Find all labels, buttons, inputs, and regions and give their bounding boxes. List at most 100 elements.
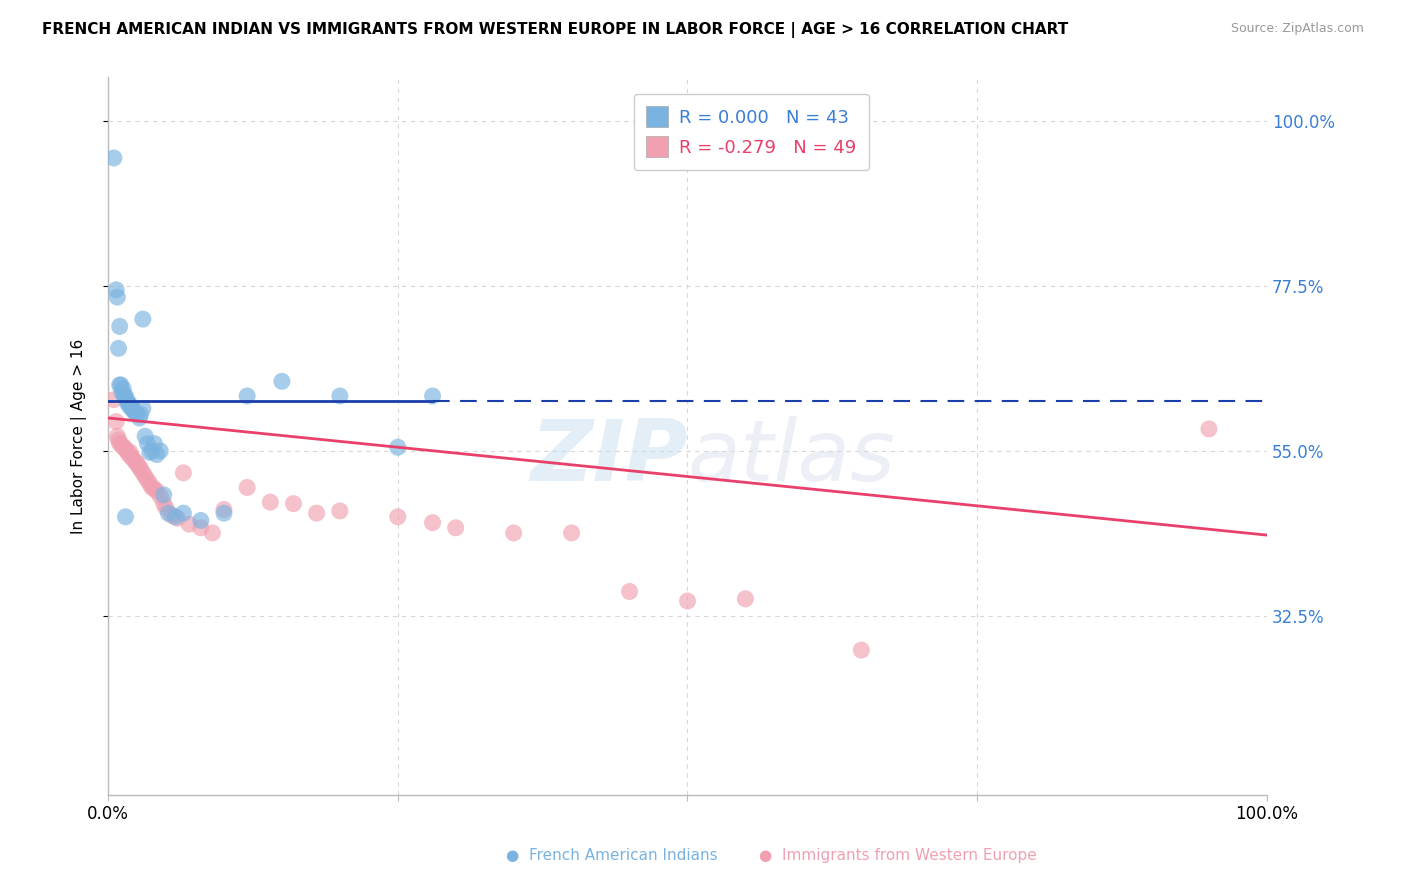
Point [105, 290, 128, 304]
Point [129, 462, 152, 476]
Point [108, 436, 131, 450]
Point [212, 506, 235, 520]
Point [122, 403, 145, 417]
Point [619, 584, 641, 599]
Point [139, 445, 162, 459]
Point [120, 450, 142, 464]
Point [111, 438, 134, 452]
Point [105, 283, 128, 297]
Point [120, 400, 142, 414]
Point [157, 506, 180, 520]
Point [128, 411, 150, 425]
Point [114, 389, 136, 403]
Point [152, 488, 174, 502]
Point [172, 506, 194, 520]
Point [236, 389, 259, 403]
Point [155, 501, 177, 516]
Y-axis label: In Labor Force | Age > 16: In Labor Force | Age > 16 [72, 339, 87, 534]
Point [561, 525, 583, 540]
Point [329, 504, 352, 518]
Point [149, 489, 172, 503]
Point [121, 401, 143, 416]
Point [190, 521, 212, 535]
Point [160, 508, 183, 523]
Point [270, 375, 292, 389]
Point [422, 516, 444, 530]
Point [111, 385, 134, 400]
Point [124, 405, 146, 419]
Point [851, 643, 873, 657]
Point [129, 407, 152, 421]
Point [165, 509, 187, 524]
Point [145, 448, 167, 462]
Point [110, 378, 132, 392]
Point [676, 594, 699, 608]
Point [115, 443, 138, 458]
Point [125, 455, 148, 469]
Point [108, 378, 131, 392]
Point [179, 517, 201, 532]
Point [141, 481, 163, 495]
Point [1198, 422, 1220, 436]
Point [125, 407, 148, 421]
Point [502, 525, 524, 540]
Point [143, 482, 166, 496]
Point [122, 452, 145, 467]
Point [132, 466, 155, 480]
Point [112, 382, 135, 396]
Point [236, 481, 259, 495]
Point [141, 443, 163, 458]
Point [387, 440, 409, 454]
Point [118, 396, 141, 410]
Point [120, 445, 142, 459]
Point [132, 312, 155, 326]
Point [152, 497, 174, 511]
Point [145, 484, 167, 499]
Point [128, 460, 150, 475]
Point [103, 392, 125, 407]
Point [444, 521, 467, 535]
Point [107, 433, 129, 447]
Point [190, 513, 212, 527]
Point [125, 457, 148, 471]
Point [136, 436, 159, 450]
Legend: R = 0.000   N = 43, R = -0.279   N = 49: R = 0.000 N = 43, R = -0.279 N = 49 [634, 94, 869, 169]
Point [172, 466, 194, 480]
Point [114, 509, 136, 524]
Point [132, 401, 155, 416]
Point [117, 396, 139, 410]
Text: Source: ZipAtlas.com: Source: ZipAtlas.com [1230, 22, 1364, 36]
Point [120, 400, 142, 414]
Text: atlas: atlas [688, 417, 896, 500]
Text: FRENCH AMERICAN INDIAN VS IMMIGRANTS FROM WESTERN EUROPE IN LABOR FORCE | AGE > : FRENCH AMERICAN INDIAN VS IMMIGRANTS FRO… [42, 22, 1069, 38]
Point [212, 502, 235, 516]
Point [103, 151, 125, 165]
Point [149, 443, 172, 458]
Point [305, 506, 328, 520]
Point [143, 436, 166, 450]
Point [259, 495, 281, 509]
Point [112, 389, 135, 403]
Point [114, 442, 136, 456]
Point [734, 591, 756, 606]
Point [201, 525, 224, 540]
Point [329, 389, 352, 403]
Point [283, 497, 305, 511]
Point [108, 319, 131, 334]
Point [105, 415, 128, 429]
Point [112, 440, 135, 454]
Point [118, 448, 141, 462]
Text: ●  French American Indians: ● French American Indians [506, 848, 718, 863]
Point [115, 392, 138, 407]
Text: ZIP: ZIP [530, 417, 688, 500]
Point [422, 389, 444, 403]
Point [166, 511, 188, 525]
Point [105, 429, 128, 443]
Point [134, 429, 156, 443]
Point [134, 469, 156, 483]
Point [139, 476, 162, 491]
Point [136, 473, 159, 487]
Point [387, 509, 409, 524]
Text: ●  Immigrants from Western Europe: ● Immigrants from Western Europe [759, 848, 1038, 863]
Point [107, 342, 129, 356]
